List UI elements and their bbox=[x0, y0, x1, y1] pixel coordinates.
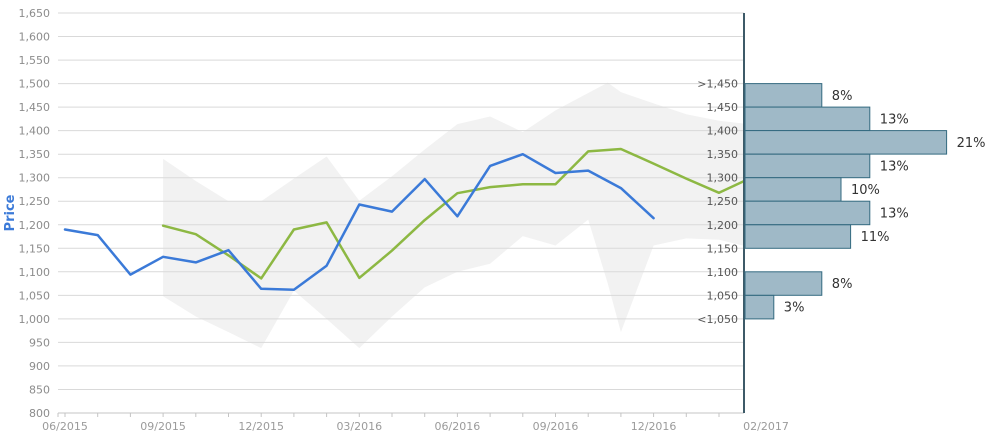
histogram-bin-label: 1,200 bbox=[707, 219, 739, 232]
y-tick-label: 1,000 bbox=[19, 313, 51, 326]
high-low-band bbox=[163, 82, 745, 349]
histogram-bar-1100-1050[interactable] bbox=[744, 271, 823, 296]
y-tick-label: 1,550 bbox=[19, 54, 51, 67]
histogram-pct-label: 8% bbox=[832, 277, 853, 292]
histogram-bin-label: 1,100 bbox=[707, 266, 739, 279]
y-tick-label: 850 bbox=[29, 383, 50, 396]
histogram-bin-label: >1,450 bbox=[697, 78, 738, 91]
y-tick-label: 1,050 bbox=[19, 289, 51, 302]
histogram-pct-label: 21% bbox=[957, 136, 986, 151]
y-tick-label: 800 bbox=[29, 407, 50, 420]
histogram-bar-1050-1000[interactable] bbox=[744, 294, 775, 320]
x-tick-label: 12/2016 bbox=[631, 420, 677, 433]
histogram-bin-label: 1,300 bbox=[707, 172, 739, 185]
price-axis-title: Price bbox=[3, 194, 18, 231]
y-tick-label: 1,500 bbox=[19, 78, 51, 91]
histogram-bar-1500-1450[interactable] bbox=[744, 83, 823, 108]
x-axis-labels: 06/2015 09/2015 12/2015 03/2016 06/2016 09/20… bbox=[42, 420, 789, 433]
histogram-date-label: 02/2017 bbox=[743, 420, 789, 433]
histogram-pct-label: 10% bbox=[851, 183, 880, 198]
y-tick-label: 900 bbox=[29, 360, 50, 373]
histogram-bin-label: 1,350 bbox=[707, 148, 739, 161]
x-tick-label: 12/2015 bbox=[238, 420, 284, 433]
y-tick-label: 1,600 bbox=[19, 31, 51, 44]
x-tick-label: 03/2016 bbox=[336, 420, 382, 433]
histogram-bar-1350-1300[interactable] bbox=[744, 153, 871, 179]
y-gridlines bbox=[58, 12, 744, 414]
x-axis bbox=[57, 412, 744, 417]
histogram-bin-label: <1,050 bbox=[697, 313, 738, 326]
histogram-bars: 8%13%21%13%10%13%11%8%3% bbox=[744, 83, 986, 320]
histogram-pct-label: 13% bbox=[880, 159, 909, 174]
y-tick-label: 1,200 bbox=[19, 219, 51, 232]
histogram-pct-label: 8% bbox=[832, 89, 853, 104]
blue-line-series[interactable] bbox=[63, 152, 655, 291]
histogram-pct-label: 13% bbox=[880, 207, 909, 222]
histogram-bin-label: 1,450 bbox=[707, 101, 739, 114]
y-tick-label: 1,350 bbox=[19, 148, 51, 161]
green-line-series[interactable] bbox=[161, 147, 746, 280]
histogram-bar-1300-1250[interactable] bbox=[744, 177, 842, 202]
high-low-band-area bbox=[163, 82, 745, 349]
histogram-bin-labels: >1,450 1,450 1,400 1,350 1,300 1,250 1,200 1,15… bbox=[697, 78, 738, 326]
y-tick-label: 1,400 bbox=[19, 125, 51, 138]
histogram-bin-label: 1,050 bbox=[707, 289, 739, 302]
y-axis-title: Price bbox=[3, 194, 18, 231]
y-tick-label: 1,650 bbox=[19, 7, 51, 20]
x-tick-label: 06/2015 bbox=[42, 420, 88, 433]
x-tick-label: 09/2016 bbox=[533, 420, 579, 433]
y-tick-label: 1,150 bbox=[19, 242, 51, 255]
y-tick-label: 1,100 bbox=[19, 266, 51, 279]
histogram-bar-1200-1150[interactable] bbox=[744, 224, 852, 249]
x-tick-label: 09/2015 bbox=[140, 420, 186, 433]
histogram-bar-1250-1200[interactable] bbox=[744, 200, 871, 226]
histogram-bin-label: 1,150 bbox=[707, 242, 739, 255]
histogram-bar-1400-1350[interactable] bbox=[744, 130, 948, 155]
y-tick-label: 950 bbox=[29, 336, 50, 349]
histogram-pct-label: 13% bbox=[880, 112, 909, 127]
histogram-pct-label: 11% bbox=[861, 230, 890, 245]
y-tick-label: 1,300 bbox=[19, 172, 51, 185]
histogram-pct-label: 3% bbox=[784, 301, 805, 316]
histogram-bin-label: 1,400 bbox=[707, 125, 739, 138]
y-tick-label: 1,450 bbox=[19, 101, 51, 114]
histogram-bin-label: 1,250 bbox=[707, 195, 739, 208]
histogram-bar-1450-1400[interactable] bbox=[744, 106, 871, 132]
y-axis-labels: 800 850 900 950 1,000 1,050 1,100 1,150 1,200 1,2… bbox=[19, 7, 51, 420]
y-tick-label: 1,250 bbox=[19, 195, 51, 208]
x-tick-label: 06/2016 bbox=[435, 420, 481, 433]
